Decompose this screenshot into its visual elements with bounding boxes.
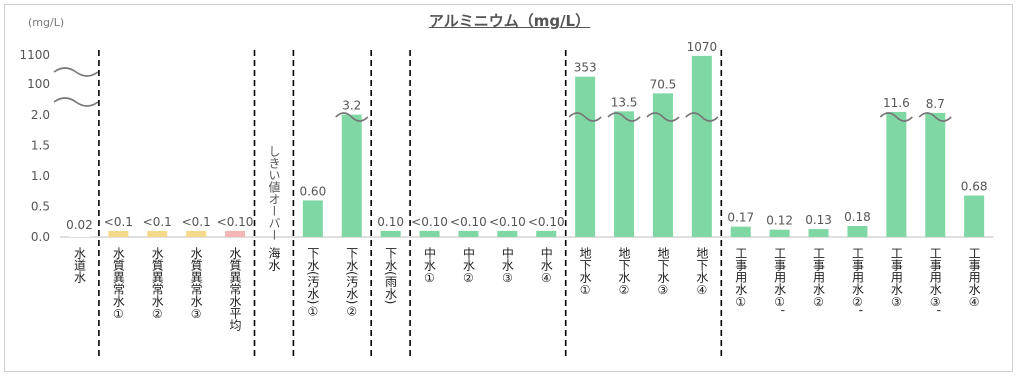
category-label: 下水(汚水)① [306, 247, 320, 318]
data-label: <0.10 [411, 215, 448, 229]
category-label: 水質異常水平均 [228, 247, 242, 332]
chart-frame [4, 4, 1013, 372]
category-label: 中水① [423, 246, 437, 285]
data-label: 11.6 [883, 96, 910, 110]
y-tick-label: 0.0 [31, 230, 50, 244]
data-label: 1070 [687, 40, 718, 54]
bar [302, 200, 323, 237]
category-label: 工事用水③' [928, 247, 942, 312]
category-label: 中水③ [500, 246, 514, 285]
bar [769, 229, 790, 237]
bar [380, 230, 401, 237]
data-label: しきい値オーバー [267, 145, 281, 241]
data-label: 0.17 [727, 211, 754, 225]
bar-break-icon [685, 112, 719, 122]
bar-break-icon [568, 112, 602, 122]
data-label: <0.10 [528, 215, 565, 229]
data-label: 353 [574, 61, 597, 75]
bar [614, 111, 635, 237]
category-label: 工事用水①' [773, 247, 787, 312]
bar [341, 114, 362, 237]
bar [691, 55, 712, 238]
category-label: 中水② [461, 246, 475, 285]
data-label: 13.5 [611, 95, 638, 109]
bar-break-icon [918, 112, 952, 122]
category-label: 工事用水① [734, 247, 748, 309]
category-label: 水質異常水② [150, 247, 164, 321]
data-label: <0.10 [489, 215, 526, 229]
bar [730, 226, 751, 237]
bar [652, 93, 673, 237]
category-label: 中水④ [539, 246, 553, 285]
data-label: 0.02 [66, 218, 93, 232]
bar [69, 234, 90, 237]
category-label: 地下水② [617, 247, 631, 297]
category-label: 工事用水④ [967, 247, 981, 309]
bar [108, 230, 129, 237]
bar [808, 229, 829, 237]
y-unit-label: (mg/L) [28, 16, 65, 29]
bar [886, 111, 907, 237]
category-label: 水質異常水③ [189, 247, 203, 321]
y-tick-label: 2.0 [31, 108, 50, 122]
bar [536, 230, 557, 237]
data-label: 0.13 [805, 213, 832, 227]
bar [925, 112, 946, 237]
data-label: <0.1 [182, 215, 211, 229]
bar [419, 230, 440, 237]
chart-title: アルミニウム（mg/L） [428, 12, 591, 30]
axis-break-icon [53, 97, 99, 107]
bar [147, 230, 168, 237]
bar [186, 230, 207, 237]
data-label: <0.10 [217, 215, 254, 229]
category-label: 工事用水② [812, 247, 826, 309]
bar-break-icon [646, 112, 680, 122]
data-label: <0.1 [104, 215, 133, 229]
y-tick-label: 0.5 [31, 200, 50, 214]
category-label: 水質異常水① [111, 247, 125, 321]
y-tick-label: 100 [27, 77, 50, 91]
category-label: 地下水④ [695, 247, 709, 297]
data-label: 0.60 [299, 184, 326, 198]
category-label: 地下水① [578, 247, 592, 297]
data-label: <0.10 [450, 215, 487, 229]
bar-break-icon [879, 112, 913, 122]
data-label: 3.2 [342, 99, 361, 113]
data-label: 8.7 [926, 97, 945, 111]
data-label: 0.10 [377, 215, 404, 229]
bar [497, 230, 518, 237]
bar [575, 76, 596, 238]
y-tick-label: 1.5 [31, 139, 50, 153]
bar-break-icon [607, 112, 641, 122]
data-label: 0.12 [766, 214, 793, 228]
category-label: 地下水③ [656, 247, 670, 297]
axis-break-icon [53, 67, 99, 77]
bar-break-icon [335, 112, 369, 122]
data-label: 0.68 [961, 180, 988, 194]
category-label: 下水(汚水)② [345, 247, 359, 318]
bar [458, 230, 479, 237]
bar [847, 226, 868, 237]
data-label: <0.1 [143, 215, 172, 229]
y-tick-label: 1.0 [31, 169, 50, 183]
bar [964, 195, 985, 237]
category-label: 水道水 [72, 247, 86, 283]
data-label: 70.5 [650, 77, 677, 91]
category-label: 下水(雨水) [384, 247, 398, 304]
category-label: 海水 [267, 246, 281, 271]
bar [225, 230, 246, 237]
data-label: 0.18 [844, 210, 871, 224]
category-label: 工事用水②' [850, 247, 864, 312]
category-label: 工事用水③ [889, 247, 903, 309]
y-tick-label: 1100 [19, 48, 50, 62]
